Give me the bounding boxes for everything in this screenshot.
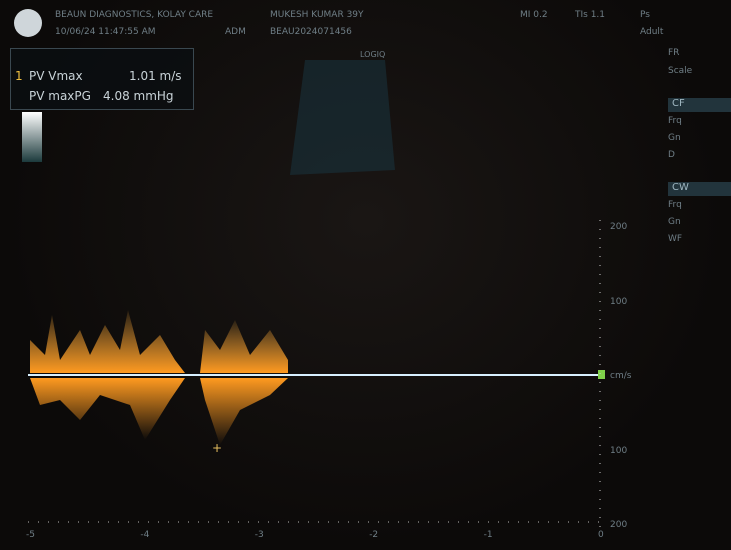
time-label: -4	[140, 530, 150, 540]
mi: MI 0.2	[520, 10, 548, 20]
meas-label: PV Vmax	[29, 69, 83, 83]
baseline-handle	[598, 370, 605, 379]
datetime: 10/06/24 11:47:55 AM	[55, 27, 156, 37]
patient: MUKESH KUMAR 39Y	[270, 10, 364, 20]
time-label: -3	[254, 530, 264, 540]
panel-row: Gn	[668, 217, 681, 227]
spectrum-lower	[200, 378, 288, 445]
ge-logo	[14, 9, 42, 37]
velocity-label: 200	[610, 520, 628, 530]
time-label: -5	[26, 530, 35, 540]
caliper: +	[212, 441, 222, 455]
velocity-label: 100	[610, 296, 628, 307]
panel-header: CF	[668, 98, 731, 112]
time-label: -1	[483, 530, 493, 540]
probe: Ps	[640, 10, 650, 20]
b-mode-image	[290, 60, 395, 175]
meas-value: 1.01 m/s	[129, 69, 182, 83]
time-label: 0	[598, 530, 604, 540]
meas-label: PV maxPG	[29, 89, 91, 103]
velocity-label: 100	[610, 445, 628, 456]
patient-id: BEAU2024071456	[270, 27, 352, 37]
meas-value: 4.08 mmHg	[103, 89, 174, 103]
panel-row: Gn	[668, 133, 681, 143]
meas-index: 1	[15, 69, 23, 83]
panel-row: Scale	[668, 66, 693, 76]
logo-text: LOGIQ	[360, 50, 386, 59]
tis: TIs 1.1	[575, 10, 606, 20]
time-label: -2	[369, 530, 379, 540]
spectrum-lower	[30, 378, 185, 440]
gray-bar	[22, 112, 42, 162]
velocity-label: 200	[610, 222, 628, 232]
panel-row: D	[668, 150, 675, 160]
panel-header: CW	[668, 182, 731, 196]
preset: Adult	[640, 27, 664, 37]
velocity-label: cm/s	[610, 371, 632, 381]
panel-row: WF	[668, 234, 683, 244]
panel-row: FR	[668, 48, 680, 58]
operator: ADM	[225, 27, 246, 37]
measurement-box: 1 PV Vmax 1.01 m/s PV maxPG 4.08 mmHg	[10, 48, 194, 110]
panel-row: Frq	[668, 116, 682, 126]
panel-row: Frq	[668, 200, 682, 210]
site: BEAUN DIAGNOSTICS, KOLAY CARE	[55, 10, 214, 20]
spectrum-upper	[30, 310, 185, 373]
spectrum-upper	[200, 320, 288, 373]
